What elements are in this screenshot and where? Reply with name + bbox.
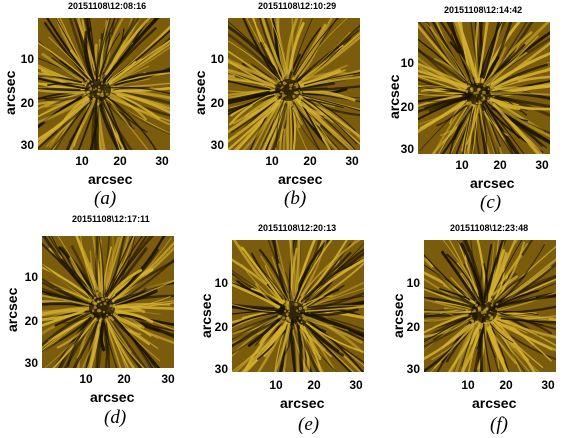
xtick-d-30: 30	[161, 372, 175, 386]
timestamp-b: 20151108\12:10:29	[258, 1, 337, 11]
caption-d: (d)	[104, 407, 127, 428]
timestamp-f: 20151108\12:23:48	[450, 223, 529, 233]
ytick-f-20: 20	[406, 320, 420, 334]
ytick-b-30: 30	[210, 138, 224, 152]
timestamp-a: 20151108\12:08:16	[68, 1, 147, 11]
solar-texture-d	[42, 236, 174, 368]
ytick-f-30: 30	[406, 362, 420, 376]
xtick-c-30: 30	[535, 158, 549, 172]
caption-e: (e)	[298, 414, 320, 435]
xtick-d-20: 20	[117, 372, 131, 386]
ytick-c-30: 30	[400, 142, 414, 156]
ytick-e-10: 10	[214, 276, 228, 290]
xtick-b-30: 30	[345, 154, 359, 168]
panel-e: 20151108\12:20:13 arcsec 10 20 30 10 20 …	[196, 214, 386, 435]
ytick-d-20: 20	[24, 314, 38, 328]
solar-texture-e	[232, 240, 364, 372]
timestamp-c: 20151108\12:14:42	[444, 5, 523, 15]
xtick-f-20: 20	[499, 378, 513, 392]
panel-b: 20151108\12:10:29 arcsec 10 20 30 10 20 …	[190, 0, 380, 210]
caption-c: (c)	[480, 192, 502, 213]
xtick-b-10: 10	[265, 154, 279, 168]
timestamp-d: 20151108\12:17:11	[72, 214, 150, 224]
xlabel-f: arcsec	[472, 395, 517, 411]
xlabel-a: arcsec	[88, 171, 133, 187]
ytick-d-30: 30	[24, 356, 38, 370]
ytick-f-10: 10	[406, 276, 420, 290]
ytick-a-30: 30	[20, 138, 34, 152]
ytick-c-10: 10	[400, 56, 414, 70]
xlabel-d: arcsec	[90, 389, 135, 405]
xtick-e-20: 20	[307, 378, 321, 392]
xtick-e-10: 10	[269, 378, 283, 392]
xtick-a-20: 20	[113, 154, 127, 168]
xtick-e-30: 30	[349, 378, 363, 392]
ytick-e-30: 30	[214, 362, 228, 376]
ytick-d-10: 10	[24, 270, 38, 284]
xtick-d-10: 10	[79, 372, 93, 386]
solar-texture-a	[38, 18, 170, 150]
ytick-b-20: 20	[210, 96, 224, 110]
xtick-f-30: 30	[541, 378, 555, 392]
solar-texture-c	[418, 22, 550, 154]
xtick-a-10: 10	[75, 154, 89, 168]
solar-image-a	[38, 18, 170, 150]
xtick-c-20: 20	[493, 158, 507, 172]
xtick-c-10: 10	[455, 158, 469, 172]
caption-f: (f)	[490, 414, 508, 435]
caption-b: (b)	[284, 188, 307, 209]
solar-image-b	[228, 18, 360, 150]
xlabel-b: arcsec	[278, 171, 323, 187]
ytick-a-20: 20	[20, 96, 34, 110]
ytick-b-10: 10	[210, 52, 224, 66]
xlabel-e: arcsec	[280, 395, 325, 411]
solar-texture-b	[228, 18, 360, 150]
solar-image-e	[232, 240, 364, 372]
xtick-a-30: 30	[155, 154, 169, 168]
ytick-e-20: 20	[214, 320, 228, 334]
solar-texture-f	[424, 240, 556, 372]
solar-image-d	[42, 236, 174, 368]
xtick-f-10: 10	[461, 378, 475, 392]
xtick-b-20: 20	[303, 154, 317, 168]
timestamp-e: 20151108\12:20:13	[258, 223, 337, 233]
panel-c: 20151108\12:14:42 arcsec 10 20 30 10 20 …	[384, 0, 574, 213]
panel-d: 20151108\12:17:11 arcsec 10 20 30 10 20 …	[0, 214, 190, 428]
ytick-a-10: 10	[20, 52, 34, 66]
solar-image-f	[424, 240, 556, 372]
panel-f: 20151108\12:23:48 arcsec 10 20 30 10 20 …	[388, 214, 578, 435]
solar-image-c	[418, 22, 550, 154]
caption-a: (a)	[94, 188, 117, 209]
xlabel-c: arcsec	[470, 175, 515, 191]
ytick-c-20: 20	[400, 100, 414, 114]
panel-a: 20151108\12:08:16 arcsec 10 20 30 10 20 …	[0, 0, 190, 210]
